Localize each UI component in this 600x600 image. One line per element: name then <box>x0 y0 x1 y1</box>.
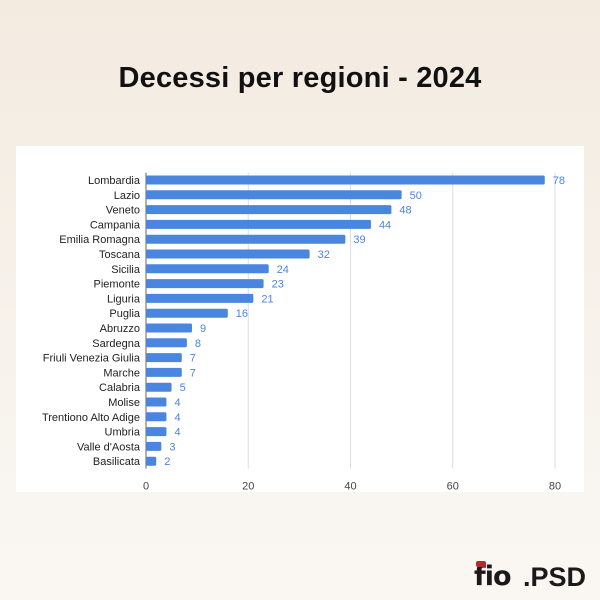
bar <box>146 323 193 333</box>
bars <box>146 175 545 466</box>
bar <box>146 456 157 466</box>
brand-logo: fio .PSD <box>474 559 594 595</box>
bar <box>146 338 187 348</box>
value-label: 7 <box>190 367 196 379</box>
bar <box>146 412 167 422</box>
category-label: Abruzzo <box>100 323 140 335</box>
value-label: 24 <box>277 264 289 276</box>
category-labels: Lombardia Lazio Veneto Campania Emilia Romag… <box>42 175 141 468</box>
x-tick-label: 0 <box>143 481 149 492</box>
value-label: 48 <box>399 205 411 217</box>
x-tick-labels: 0 20 40 60 80 <box>143 481 561 492</box>
bar <box>146 190 402 200</box>
category-label: Sardegna <box>92 338 141 350</box>
category-label: Campania <box>90 219 141 231</box>
bar <box>146 427 167 437</box>
value-label: 44 <box>379 219 391 231</box>
category-label: Valle d'Aosta <box>77 441 141 453</box>
value-label: 3 <box>169 441 175 453</box>
category-label: Emilia Romagna <box>59 234 141 246</box>
bar <box>146 441 162 451</box>
category-label: Calabria <box>99 382 141 394</box>
value-label: 7 <box>190 353 196 365</box>
category-label: Sicilia <box>111 264 141 276</box>
category-label: Liguria <box>107 293 141 305</box>
x-tick-label: 40 <box>344 481 356 492</box>
bar <box>146 382 172 392</box>
category-label: Friuli Venezia Giulia <box>43 353 141 365</box>
category-label: Lazio <box>114 190 140 202</box>
bar <box>146 367 182 377</box>
value-label: 32 <box>318 249 330 261</box>
value-label: 23 <box>272 279 284 291</box>
value-label: 2 <box>164 456 170 468</box>
bar <box>146 353 182 363</box>
bar-chart: Lombardia Lazio Veneto Campania Emilia Romag… <box>42 172 565 492</box>
value-label: 4 <box>174 412 180 424</box>
value-label: 16 <box>236 308 248 320</box>
value-label: 78 <box>553 175 565 187</box>
chart-card: Lombardia Lazio Veneto Campania Emilia Romag… <box>16 146 584 492</box>
category-label: Molise <box>108 397 140 409</box>
category-label: Piemonte <box>94 279 140 291</box>
logo-mark-icon <box>476 561 486 567</box>
category-label: Puglia <box>109 308 140 320</box>
value-label: 4 <box>174 397 180 409</box>
category-label: Basilicata <box>93 456 141 468</box>
value-label: 8 <box>195 338 201 350</box>
category-label: Marche <box>103 367 140 379</box>
category-label: Lombardia <box>88 175 141 187</box>
bar <box>146 293 254 303</box>
bar <box>146 234 346 244</box>
bar <box>146 219 371 229</box>
bar <box>146 264 269 274</box>
value-label: 4 <box>174 427 180 439</box>
bar <box>146 249 310 259</box>
bar <box>146 397 167 407</box>
x-tick-label: 60 <box>447 481 459 492</box>
category-label: Veneto <box>106 205 140 217</box>
value-label: 9 <box>200 323 206 335</box>
chart-title: Decessi per regioni - 2024 <box>118 62 482 94</box>
value-label: 39 <box>353 234 365 246</box>
x-tick-label: 20 <box>242 481 254 492</box>
bar <box>146 279 264 289</box>
category-label: Umbria <box>105 427 141 439</box>
bar <box>146 205 392 215</box>
value-label: 21 <box>261 293 273 305</box>
grid <box>145 172 556 469</box>
category-label: Toscana <box>99 249 141 261</box>
category-label: Trentiono Alto Adige <box>42 412 140 424</box>
bar <box>146 175 545 185</box>
bar <box>146 308 228 318</box>
value-label: 5 <box>180 382 186 394</box>
x-tick-label: 80 <box>549 481 561 492</box>
logo-psd-text: .PSD <box>523 562 587 592</box>
value-label: 50 <box>410 190 422 202</box>
